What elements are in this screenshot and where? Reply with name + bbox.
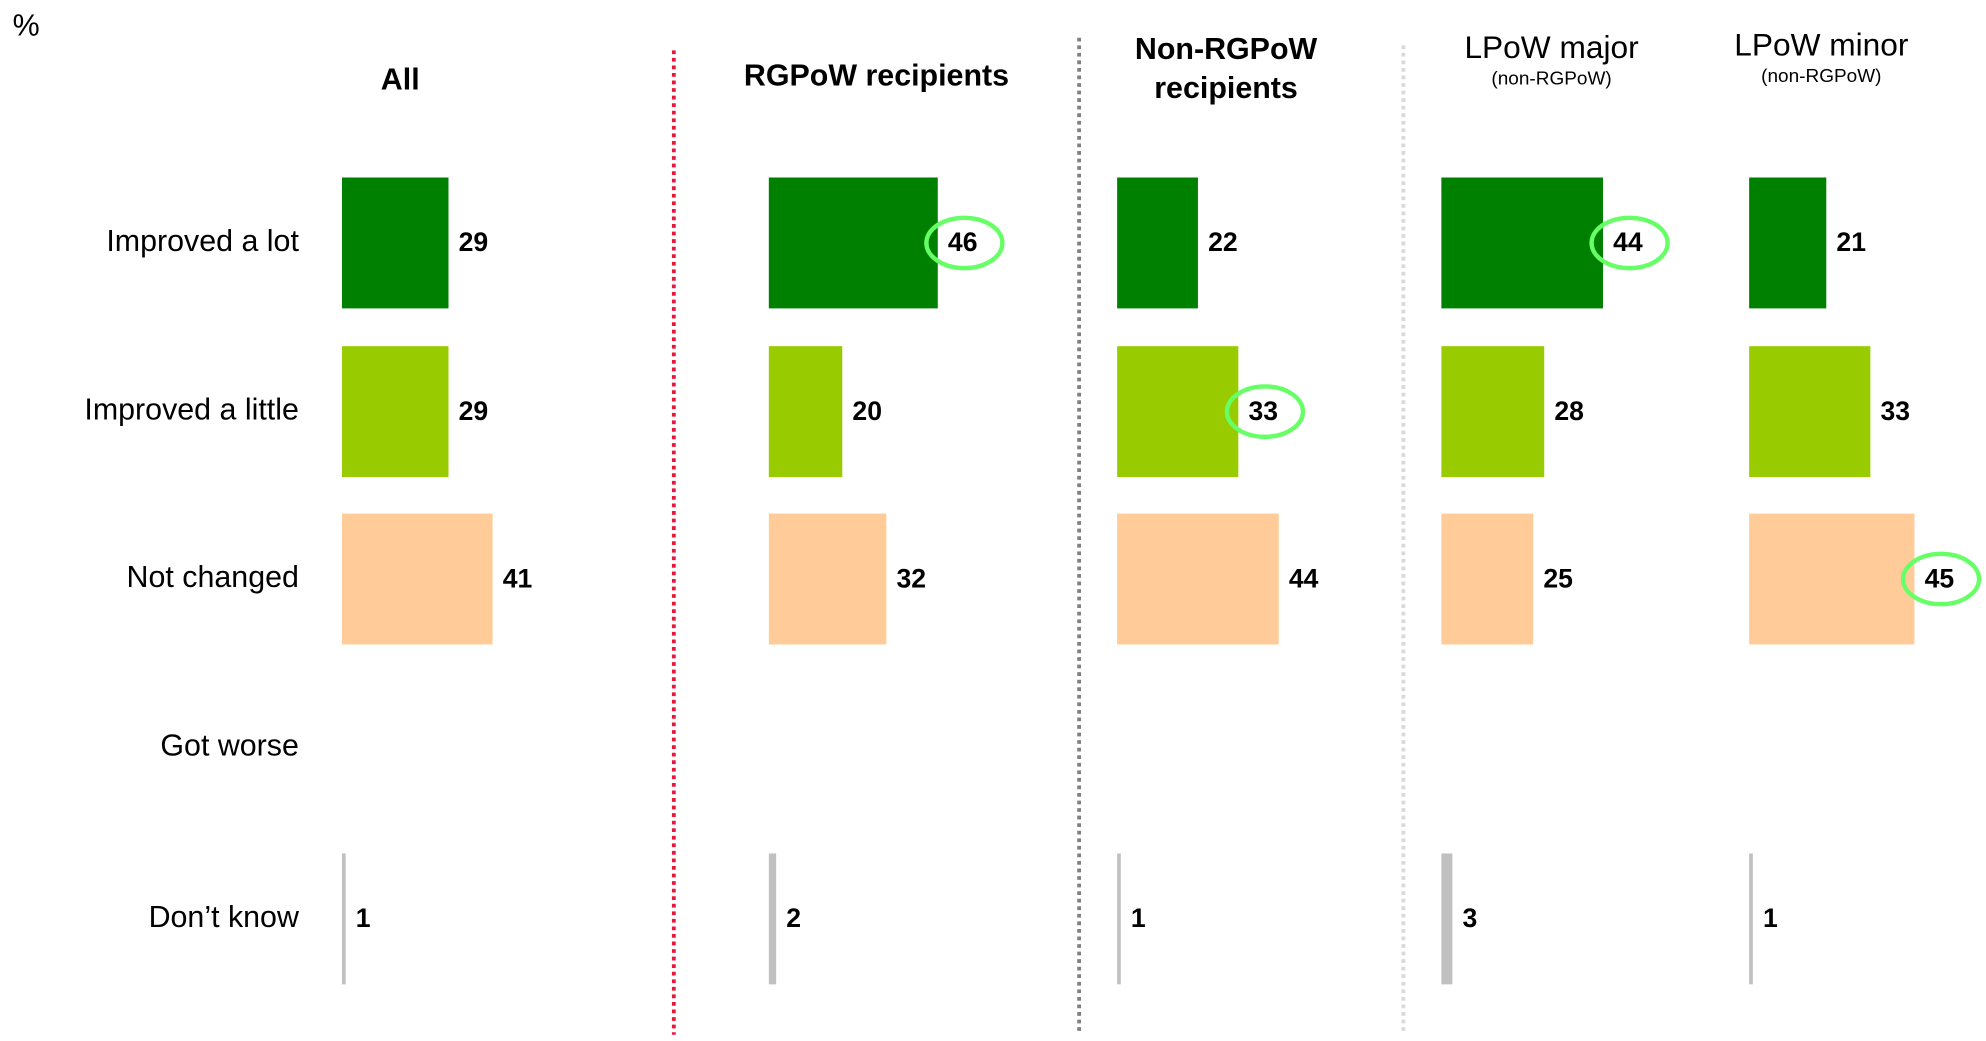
value-label: 1 (1131, 903, 1146, 933)
value-label: 33 (1248, 396, 1278, 426)
category-label: Don’t know (149, 901, 299, 934)
bar (1117, 177, 1198, 309)
bar (768, 177, 938, 309)
highlight-circle (1589, 215, 1670, 271)
value-label: 1 (1763, 903, 1778, 933)
bar (1117, 346, 1239, 478)
bar (768, 513, 887, 645)
highlight-circle (924, 215, 1005, 271)
series-header-text: Non-RGPoW recipients (1106, 30, 1347, 109)
unit-label: % (13, 10, 40, 43)
bar (1441, 177, 1603, 309)
series-name: All (380, 62, 420, 97)
bar (1749, 346, 1871, 478)
highlight-circle (1900, 551, 1982, 607)
value-label: 21 (1836, 227, 1866, 257)
value-label: 2 (786, 903, 801, 933)
bar (341, 853, 346, 985)
bar (1749, 513, 1915, 645)
bar (1749, 853, 1753, 985)
series-header-text: All (274, 60, 527, 99)
bar (341, 346, 449, 478)
highlight-circle (1224, 384, 1306, 439)
value-label: 44 (1613, 227, 1643, 257)
bar (768, 346, 843, 478)
bar (1117, 853, 1121, 985)
bar (1441, 513, 1534, 645)
bar (1441, 346, 1545, 478)
series-name: LPoW minor (1734, 27, 1909, 63)
value-label: 29 (459, 396, 489, 426)
value-label: 25 (1543, 563, 1573, 593)
bar (1441, 853, 1453, 985)
series-header: Non-RGPoW recipients (1106, 30, 1347, 109)
series-header-text: LPoW minor (non-RGPoW) (1688, 25, 1954, 85)
value-label: 44 (1289, 563, 1319, 593)
value-label: 46 (948, 227, 978, 257)
value-label: 22 (1208, 227, 1238, 257)
series-header: LPoW major(non-RGPoW) (1419, 28, 1685, 88)
series-subtitle: (non-RGPoW) (1491, 67, 1612, 89)
value-label: 45 (1925, 563, 1955, 593)
series-subtitle: (non-RGPoW) (1761, 64, 1882, 87)
value-label: 1 (356, 903, 371, 933)
series-name: LPoW major (1464, 30, 1639, 66)
bar (1117, 513, 1279, 645)
bar (341, 177, 449, 309)
value-label: 33 (1880, 396, 1910, 426)
value-label: 3 (1463, 903, 1478, 933)
series-header-text: RGPoW recipients (686, 57, 1066, 96)
value-label: 29 (459, 227, 489, 257)
series-header: RGPoW recipients (686, 57, 1066, 96)
category-label: Got worse (160, 730, 299, 763)
bar (1749, 177, 1827, 309)
series-header-text: LPoW major (non-RGPoW) (1419, 28, 1685, 88)
value-label: 32 (896, 563, 926, 593)
series-name: Non-RGPoW recipients (1134, 32, 1318, 106)
value-label: 41 (503, 563, 533, 593)
category-label: Improved a little (84, 394, 299, 427)
series-header: All (274, 60, 527, 99)
value-label: 20 (852, 396, 882, 426)
series-header: LPoW minor(non-RGPoW) (1688, 25, 1954, 85)
category-label: Improved a lot (106, 225, 299, 258)
bar (768, 853, 777, 985)
bar (341, 513, 493, 645)
series-name: RGPoW recipients (743, 59, 1010, 94)
value-label: 28 (1554, 396, 1584, 426)
category-label: Not changed (127, 561, 299, 594)
